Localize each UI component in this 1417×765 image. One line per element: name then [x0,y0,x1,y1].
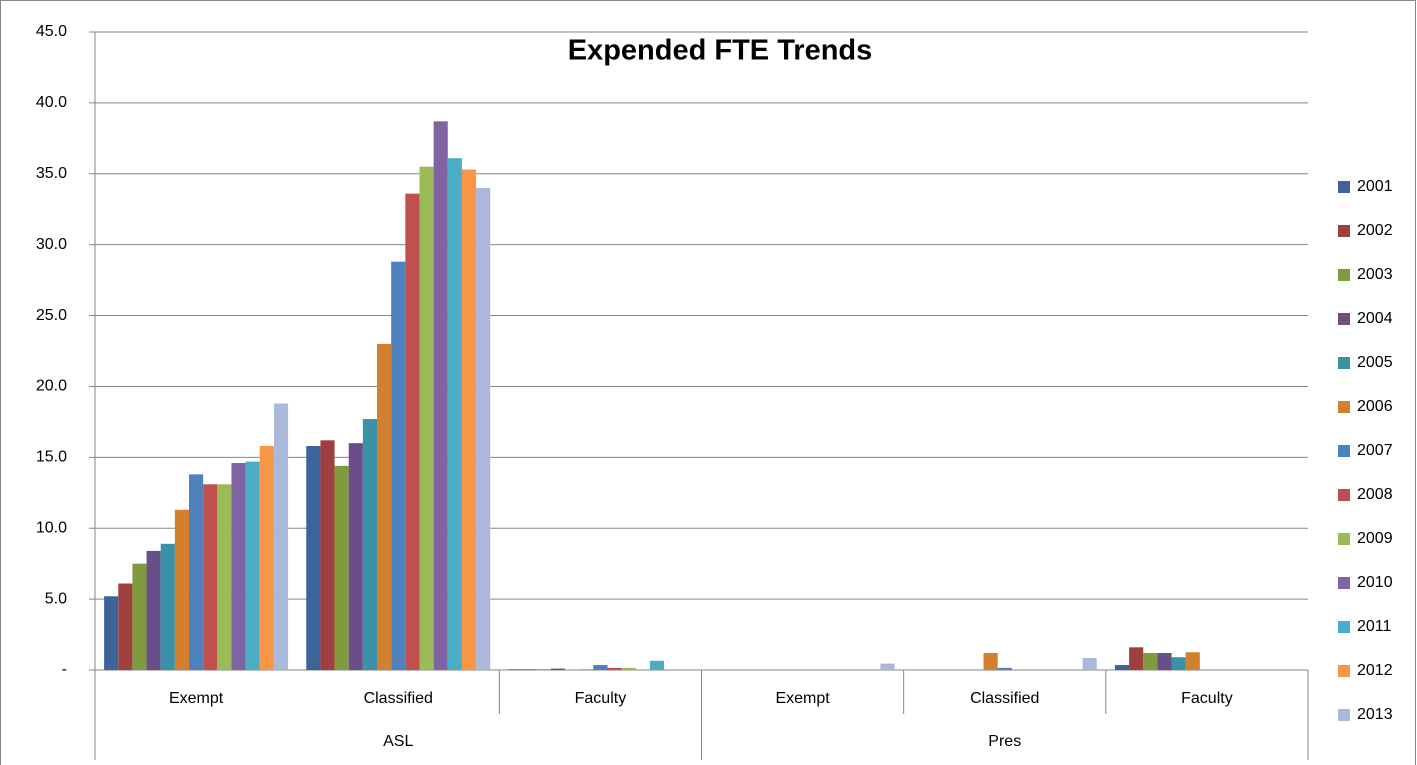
bar [983,652,998,670]
bar [536,669,551,670]
legend-swatch [1338,445,1350,457]
group-label: ASL [383,733,413,750]
bar [447,158,462,670]
legend-label: 2012 [1357,662,1393,679]
legend-label: 2003 [1357,266,1393,283]
bar [433,121,448,670]
legend-swatch [1338,401,1350,413]
legend-label: 2006 [1357,398,1393,415]
bar [1185,652,1200,670]
bar [391,261,406,670]
bar [132,563,147,670]
bar [880,663,895,670]
bar [104,596,119,670]
bar [1171,657,1186,670]
bar [476,187,491,670]
y-tick-label: 25.0 [36,307,67,324]
legend-swatch [1338,225,1350,237]
bar [621,667,636,670]
bar [1129,647,1144,670]
legend-swatch [1338,313,1350,325]
bar [362,419,378,670]
bar [118,583,133,670]
bar [593,665,608,670]
y-tick-label: - [62,661,67,678]
bar [1157,652,1172,670]
bar [579,669,594,670]
legend-label: 2005 [1357,354,1393,371]
bar [189,474,204,670]
bar [245,461,260,670]
bar [348,443,363,670]
legend-label: 2010 [1357,574,1393,591]
bar [334,465,349,670]
y-tick-label: 45.0 [36,23,67,40]
legend-swatch [1338,621,1350,633]
bar [522,669,537,670]
bar [419,166,434,670]
y-tick-label: 5.0 [45,590,67,607]
x-tick-label: Faculty [575,690,627,707]
x-tick-label: Classified [364,690,433,707]
bar [217,484,232,670]
bar [997,667,1012,670]
bar [508,669,523,670]
bar [649,660,665,670]
bar [231,463,246,670]
y-tick-label: 15.0 [36,449,67,466]
legend-label: 2007 [1357,442,1393,459]
legend-label: 2011 [1357,618,1392,635]
bar [306,445,321,670]
bar [377,343,392,670]
bar [405,193,420,671]
group-label: Pres [988,733,1021,750]
legend-label: 2013 [1357,706,1393,723]
bar [1114,665,1130,670]
legend-label: 2004 [1357,310,1393,327]
y-tick-label: 40.0 [36,94,67,111]
x-tick-label: Exempt [775,690,830,707]
x-tick-label: Exempt [169,690,224,707]
x-tick-label: Classified [970,690,1039,707]
legend-swatch [1338,665,1350,677]
legend-swatch [1338,181,1350,193]
legend-label: 2002 [1357,222,1393,239]
bar [146,550,161,670]
y-tick-label: 20.0 [36,378,67,395]
x-tick-label: Faculty [1181,690,1233,707]
chart-title: Expended FTE Trends [568,35,873,67]
legend-swatch [1338,357,1350,369]
bar [1082,657,1097,670]
legend-swatch [1338,533,1350,545]
legend-label: 2009 [1357,530,1393,547]
bar [1143,652,1158,670]
legend-swatch [1338,709,1350,721]
y-tick-label: 35.0 [36,165,67,182]
bar [259,445,274,670]
bar [550,668,566,670]
bar [160,543,175,670]
bar [273,403,289,670]
bar [461,169,477,670]
legend-swatch [1338,269,1350,281]
bar [203,484,218,670]
y-tick-label: 10.0 [36,519,67,536]
legend-swatch [1338,489,1350,501]
legend-swatch [1338,577,1350,589]
legend-label: 2008 [1357,486,1393,503]
bar [174,509,190,670]
bar [607,667,622,670]
legend-label: 2001 [1357,178,1393,195]
y-tick-label: 30.0 [36,236,67,253]
bar [320,440,335,670]
